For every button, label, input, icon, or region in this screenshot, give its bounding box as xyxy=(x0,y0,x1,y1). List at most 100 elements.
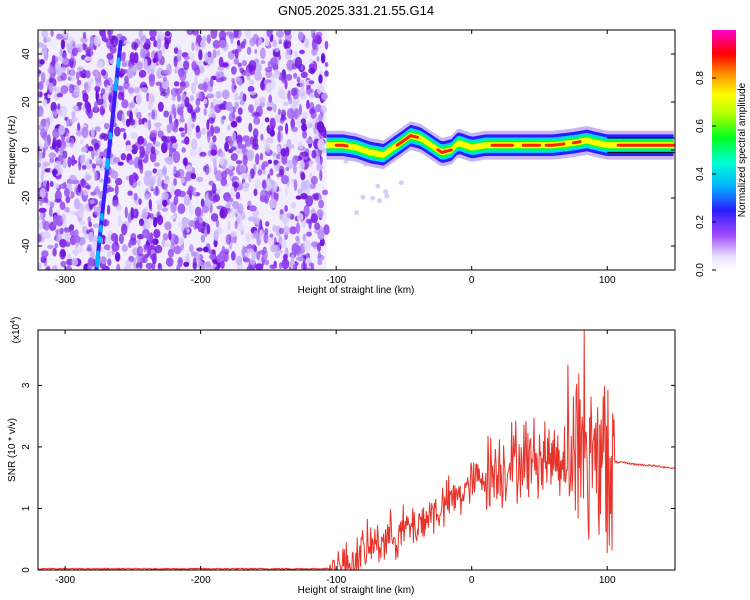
noise-blob xyxy=(308,93,315,98)
noise-blob xyxy=(208,249,216,255)
noise-blob xyxy=(308,67,316,74)
noise-blob xyxy=(234,77,241,82)
noise-blob xyxy=(53,182,60,189)
noise-blob xyxy=(279,165,285,176)
noise-blob xyxy=(304,37,310,48)
noise-blob xyxy=(98,178,104,183)
x-tick-label: -200 xyxy=(191,275,211,286)
noise-blob xyxy=(93,206,101,216)
noise-blob xyxy=(324,40,329,50)
noise-blob xyxy=(152,57,157,63)
noise-blob xyxy=(270,129,275,137)
noise-blob xyxy=(303,239,311,252)
noise-blob xyxy=(58,124,66,136)
noise-blob xyxy=(138,69,147,78)
noise-blob xyxy=(209,107,216,119)
noise-blob xyxy=(128,241,132,249)
noise-blob xyxy=(88,221,92,228)
colorbar: 0.0 0.2 0.4 0.6 0.8 Normalized spectral ampl… xyxy=(695,30,748,277)
noise-blob xyxy=(196,176,204,183)
noise-blob xyxy=(79,154,85,166)
noise-blob xyxy=(143,58,148,70)
noise-blob xyxy=(137,237,141,247)
noise-blob xyxy=(137,135,145,145)
noise-blob xyxy=(92,223,100,229)
noise-blob xyxy=(114,126,121,137)
noise-blob xyxy=(279,209,284,215)
noise-blob xyxy=(206,93,215,99)
noise-blob xyxy=(224,141,230,152)
noise-blob xyxy=(64,231,71,242)
noise-blob xyxy=(251,111,260,118)
noise-blob xyxy=(119,128,126,132)
noise-blob xyxy=(246,46,252,55)
noise-blob xyxy=(157,202,163,211)
noise-blob xyxy=(85,184,92,190)
noise-blob xyxy=(231,66,237,75)
noise-blob xyxy=(247,248,254,254)
noise-blob xyxy=(324,61,329,68)
noise-blob xyxy=(212,135,217,143)
noise-blob xyxy=(94,185,101,196)
noise-blob xyxy=(244,140,252,147)
noise-blob xyxy=(171,95,176,102)
faint-blob xyxy=(384,193,390,199)
faint-blob xyxy=(377,198,383,204)
noise-blob xyxy=(162,207,168,212)
noise-blob xyxy=(177,203,186,215)
noise-blob xyxy=(278,249,283,254)
noise-blob xyxy=(140,36,146,42)
noise-blob xyxy=(168,114,172,125)
noise-blob xyxy=(234,220,238,230)
noise-blob xyxy=(41,250,49,258)
noise-blob xyxy=(76,71,80,81)
noise-blob xyxy=(300,118,306,125)
x-tick-label: -300 xyxy=(55,575,75,586)
noise-blob xyxy=(195,44,200,52)
snr-scale-close: ) xyxy=(11,317,22,320)
noise-blob xyxy=(294,56,303,69)
faint-blob xyxy=(383,189,389,195)
noise-blob xyxy=(82,226,87,231)
noise-blob xyxy=(65,241,71,247)
noise-blob xyxy=(241,172,248,180)
noise-blob xyxy=(248,91,256,96)
noise-blob xyxy=(249,136,255,145)
noise-blob xyxy=(303,154,310,163)
noise-blob xyxy=(133,192,138,201)
noise-blob xyxy=(262,169,266,175)
noise-blob xyxy=(280,148,287,157)
noise-blob xyxy=(147,119,152,131)
noise-blob xyxy=(276,173,281,178)
noise-blob xyxy=(158,32,166,38)
noise-blob xyxy=(290,144,295,149)
noise-blob xyxy=(173,245,182,255)
noise-blob xyxy=(316,36,322,45)
noise-blob xyxy=(254,178,262,190)
noise-blob xyxy=(62,158,67,169)
y-tick-label: 2 xyxy=(21,444,32,450)
noise-blob xyxy=(59,227,64,235)
noise-blob xyxy=(285,122,289,135)
ridge-hotspot xyxy=(571,140,582,145)
noise-blob xyxy=(49,114,54,124)
noise-blob xyxy=(125,259,133,268)
noise-blob xyxy=(237,62,242,67)
noise-blob xyxy=(113,157,120,164)
noise-blob xyxy=(269,117,276,130)
noise-blob xyxy=(131,65,136,73)
noise-blob xyxy=(163,179,171,184)
noise-blob xyxy=(115,251,121,262)
noise-blob xyxy=(161,192,169,201)
noise-blob xyxy=(215,188,221,194)
noise-blob xyxy=(183,261,190,267)
noise-blob xyxy=(203,108,207,116)
noise-blob xyxy=(150,146,156,154)
noise-blob xyxy=(278,235,283,247)
noise-blob xyxy=(148,180,154,192)
noise-blob xyxy=(234,48,239,59)
noise-blob xyxy=(38,181,42,189)
noise-blob xyxy=(251,244,257,251)
noise-blob xyxy=(212,39,221,49)
noise-blob xyxy=(129,110,133,123)
